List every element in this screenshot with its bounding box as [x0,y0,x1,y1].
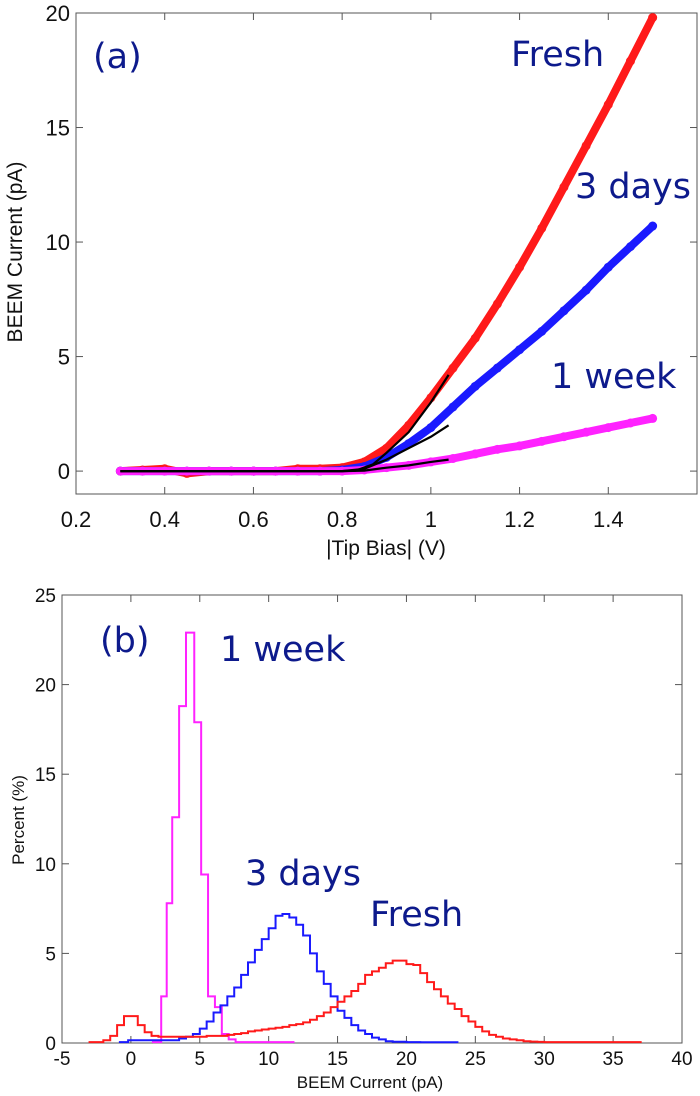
panel-label-b: (b) [100,621,150,661]
data-point-1-week [537,436,547,446]
data-point-3-days [492,363,502,373]
data-point-1-week [581,427,591,437]
x-axis-label-b: BEEM Current (pA) [297,1073,443,1092]
x-axis-label-a: |Tip Bias| (V) [326,537,446,560]
data-point-fresh [581,141,591,151]
series-line-fresh [116,13,657,478]
data-point-1-week [603,423,613,433]
data-point-1-week [470,449,480,459]
data-point-fresh [603,100,613,110]
annotation-1week-b: 1 week [220,630,346,670]
data-point-3-days [448,402,458,412]
data-point-3-days [581,285,591,295]
histogram-1-week [151,631,295,1044]
x-tick-label: 10 [258,1049,279,1070]
plot-frame-b [61,594,683,1044]
data-point-fresh [448,363,458,373]
x-tick-label: 0.4 [149,507,180,532]
annotation-fresh-a: Fresh [511,35,604,75]
y-tick-label: 5 [58,345,70,370]
data-point-1-week [492,444,502,454]
x-tick-label: 0.2 [61,507,92,532]
y-tick-label: 0 [58,459,70,484]
annotation-fresh-b: Fresh [370,895,463,935]
x-tick-label: 35 [603,1049,624,1070]
y-tick-label: 10 [35,855,56,876]
annotation-3days-a: 3 days [575,167,691,207]
data-point-fresh [625,56,635,66]
x-tick-label: 1.4 [593,507,624,532]
panel-label-a: (a) [93,37,142,77]
data-point-3-days [426,423,436,433]
fit-line-fresh-fit [120,374,450,473]
y-tick-label: 10 [46,230,70,255]
data-point-1-week [448,453,458,463]
x-tick-label: 0.6 [238,507,269,532]
x-tick-label: 5 [194,1049,205,1070]
y-tick-label: 25 [35,586,56,607]
data-point-3-days [470,381,480,391]
plot-frame-a [75,12,698,495]
histogram-fresh [88,959,642,1044]
data-point-1-week [515,441,525,451]
data-point-1-week [648,413,658,423]
panel-a: 0.2 0.4 0.6 0.8 1 1.2 1.4 0 5 10 15 20 |Tip Bias| (… [4,1,698,560]
x-tick-label: 1.2 [504,507,535,532]
data-point-3-days [603,262,613,272]
data-point-3-days [537,326,547,336]
x-tick-label: 20 [396,1049,417,1070]
x-tick-label: 25 [465,1049,486,1070]
data-point-fresh [537,223,547,233]
y-tick-label: 15 [35,765,56,786]
data-point-fresh [492,299,502,309]
x-tick-label: 0.8 [327,507,358,532]
annotation-3days-b: 3 days [245,854,361,894]
y-axis-label-a: BEEM Current (pA) [4,162,27,343]
x-tick-label: 0 [126,1049,137,1070]
y-tick-label: 5 [45,944,56,965]
x-tick-label: 40 [671,1049,692,1070]
x-tick-label: 30 [534,1049,555,1070]
y-tick-label: 20 [35,676,56,697]
y-tick-label: 20 [46,1,70,26]
data-point-fresh [470,333,480,343]
data-point-fresh [515,262,525,272]
annotation-1week-a: 1 week [551,357,677,397]
series-fresh [115,13,658,478]
data-point-3-days [625,242,635,252]
data-point-3-days [648,221,658,231]
x-tick-label: 15 [327,1049,348,1070]
data-point-3-days [515,345,525,355]
x-tick-label: -5 [54,1049,71,1070]
y-axis-label-b: Percent (%) [9,775,28,865]
data-point-1-week [559,432,569,442]
data-point-1-week [625,418,635,428]
data-point-fresh [559,182,569,192]
x-tick-label: 1 [425,507,437,532]
y-tick-label: 15 [46,116,70,141]
fit-line-1-week-fit [120,458,449,473]
data-point-fresh [648,13,658,23]
histogram-3-days [118,912,459,1044]
y-tick-label: 0 [45,1034,56,1055]
data-point-3-days [559,306,569,316]
